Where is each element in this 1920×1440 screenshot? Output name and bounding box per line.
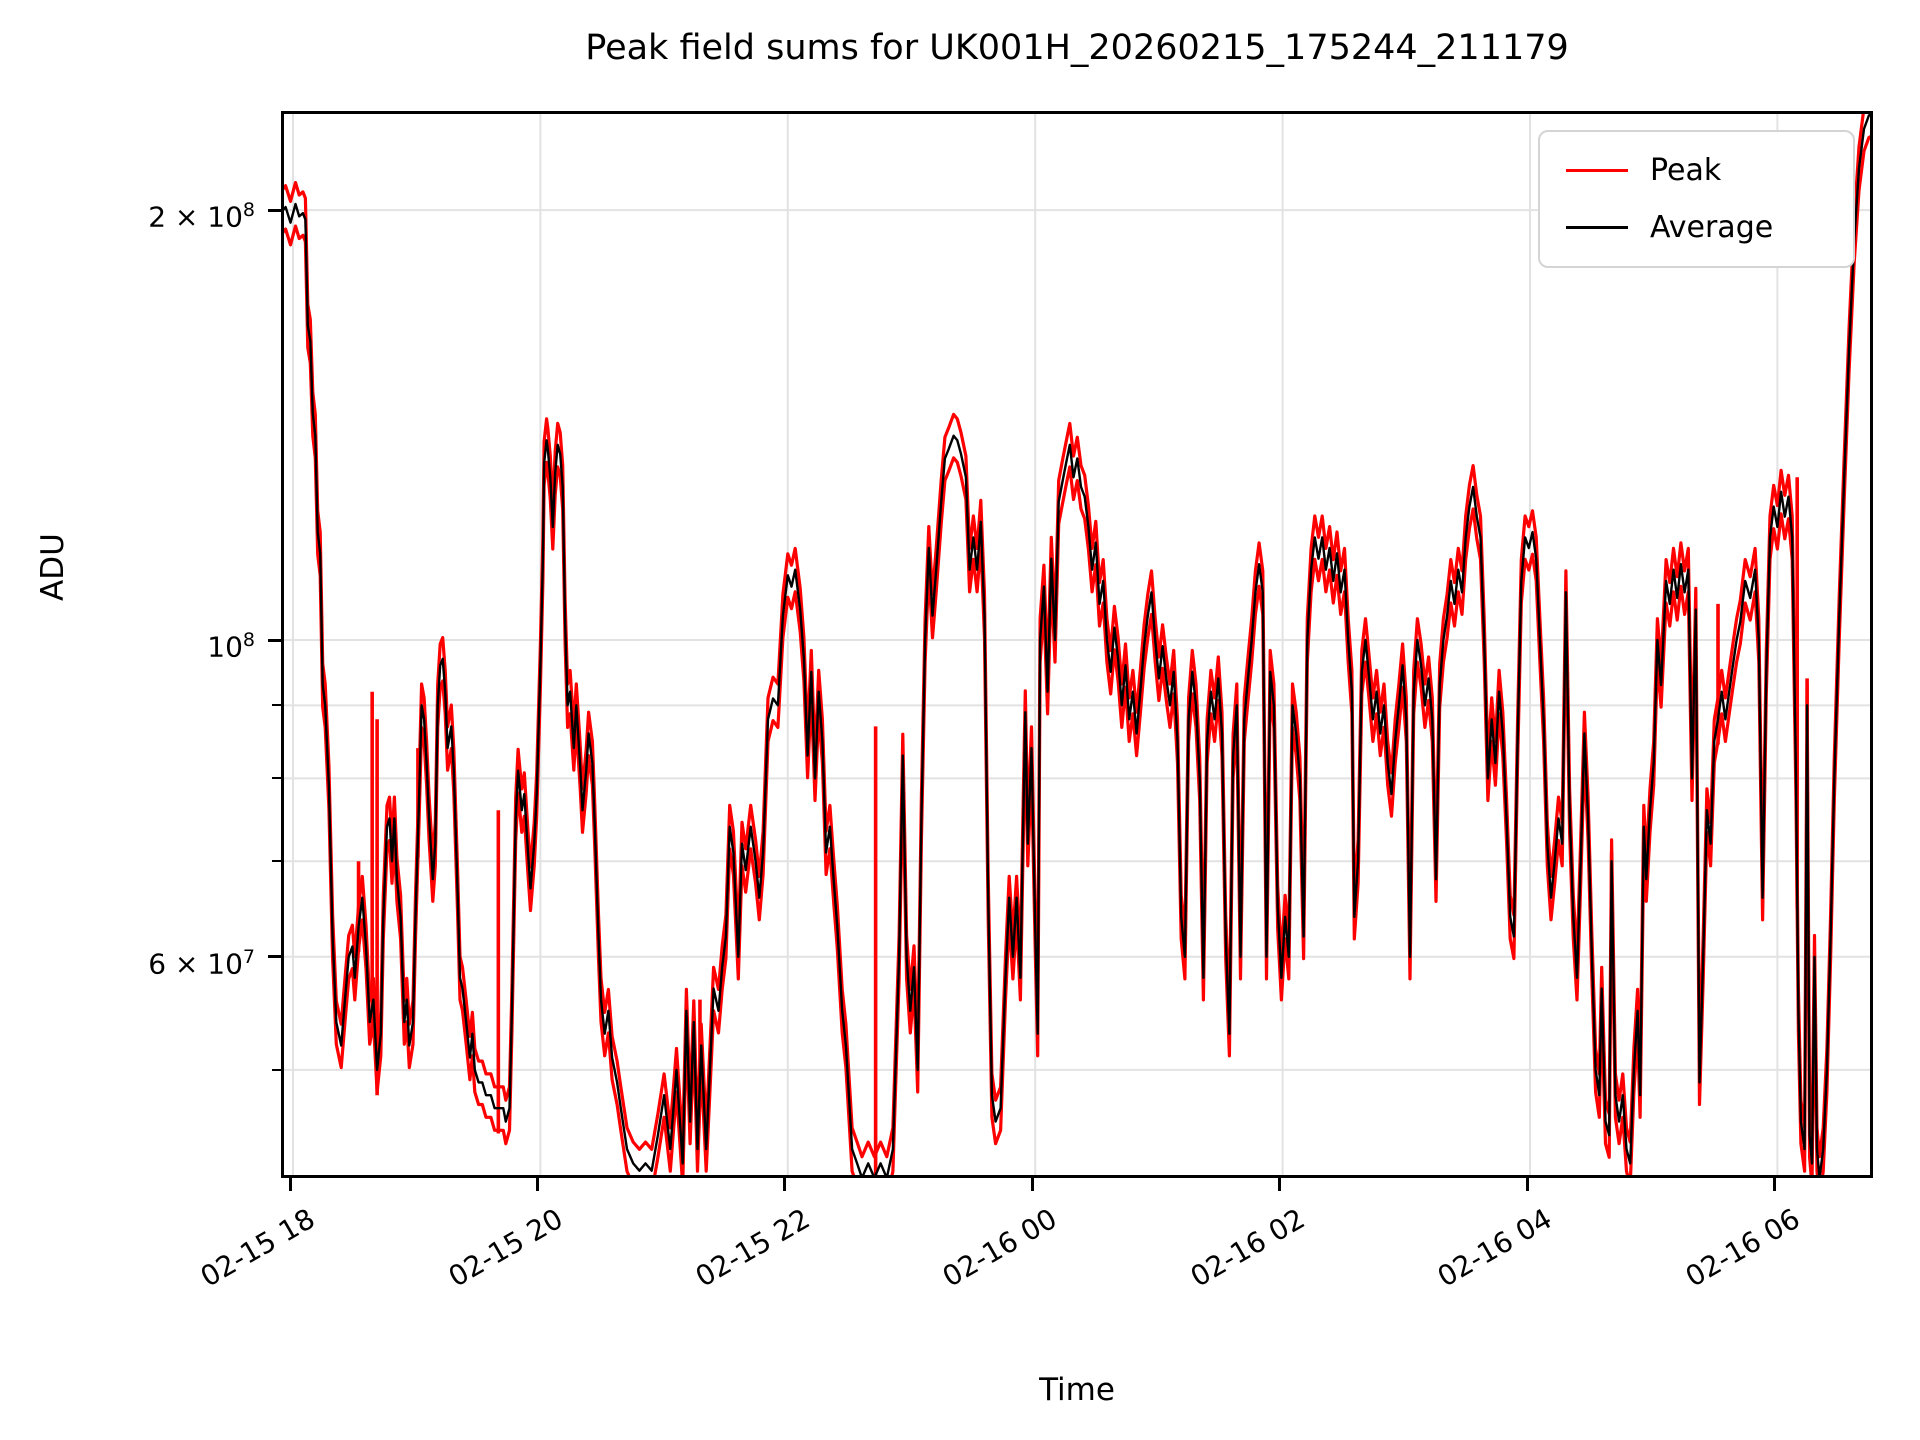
y-tickmark (268, 638, 281, 642)
x-tickmark (535, 1178, 539, 1191)
y-tickmark (268, 955, 281, 959)
x-tick-label: 02-15 22 (689, 1202, 816, 1294)
x-tickmark (1278, 1178, 1282, 1191)
legend: Peak Average (1538, 130, 1855, 268)
x-tick-label: 02-16 04 (1431, 1202, 1558, 1294)
y-axis-label: ADU (35, 533, 71, 601)
x-tickmark (1525, 1178, 1529, 1191)
x-tickmark (288, 1178, 292, 1191)
peak-line-lower (284, 135, 1870, 1175)
y-tick-label: 2 × 108 (148, 199, 255, 234)
chart-canvas (284, 114, 1870, 1175)
y-tick-label: 6 × 107 (148, 945, 255, 981)
x-tick-label: 02-15 20 (442, 1202, 568, 1294)
peak-line-upper (284, 114, 1865, 1159)
peak-line-swatch (1566, 169, 1628, 172)
average-line (284, 114, 1870, 1175)
x-tickmark (1030, 1178, 1034, 1191)
y-minor-tickmark (272, 704, 281, 707)
legend-label-peak: Peak (1650, 153, 1722, 188)
x-tick-label: 02-15 18 (194, 1202, 321, 1294)
legend-label-average: Average (1650, 210, 1774, 245)
plot-area (281, 111, 1873, 1178)
average-line-swatch (1566, 226, 1628, 229)
x-tickmark (783, 1178, 787, 1191)
x-tick-label: 02-16 02 (1184, 1202, 1311, 1294)
legend-item-peak: Peak (1540, 153, 1853, 188)
x-tickmark (1772, 1178, 1776, 1191)
y-tickmark (268, 208, 281, 212)
y-minor-tickmark (272, 860, 281, 863)
x-tick-label: 02-16 06 (1679, 1202, 1805, 1294)
y-tick-label: 108 (207, 629, 255, 664)
x-tick-label: 02-16 00 (937, 1202, 1063, 1294)
y-minor-tickmark (272, 1068, 281, 1071)
y-minor-tickmark (272, 777, 281, 780)
chart-title: Peak field sums for UK001H_20260215_1752… (585, 28, 1569, 68)
legend-item-average: Average (1540, 210, 1853, 245)
x-axis-label: Time (1039, 1372, 1115, 1408)
